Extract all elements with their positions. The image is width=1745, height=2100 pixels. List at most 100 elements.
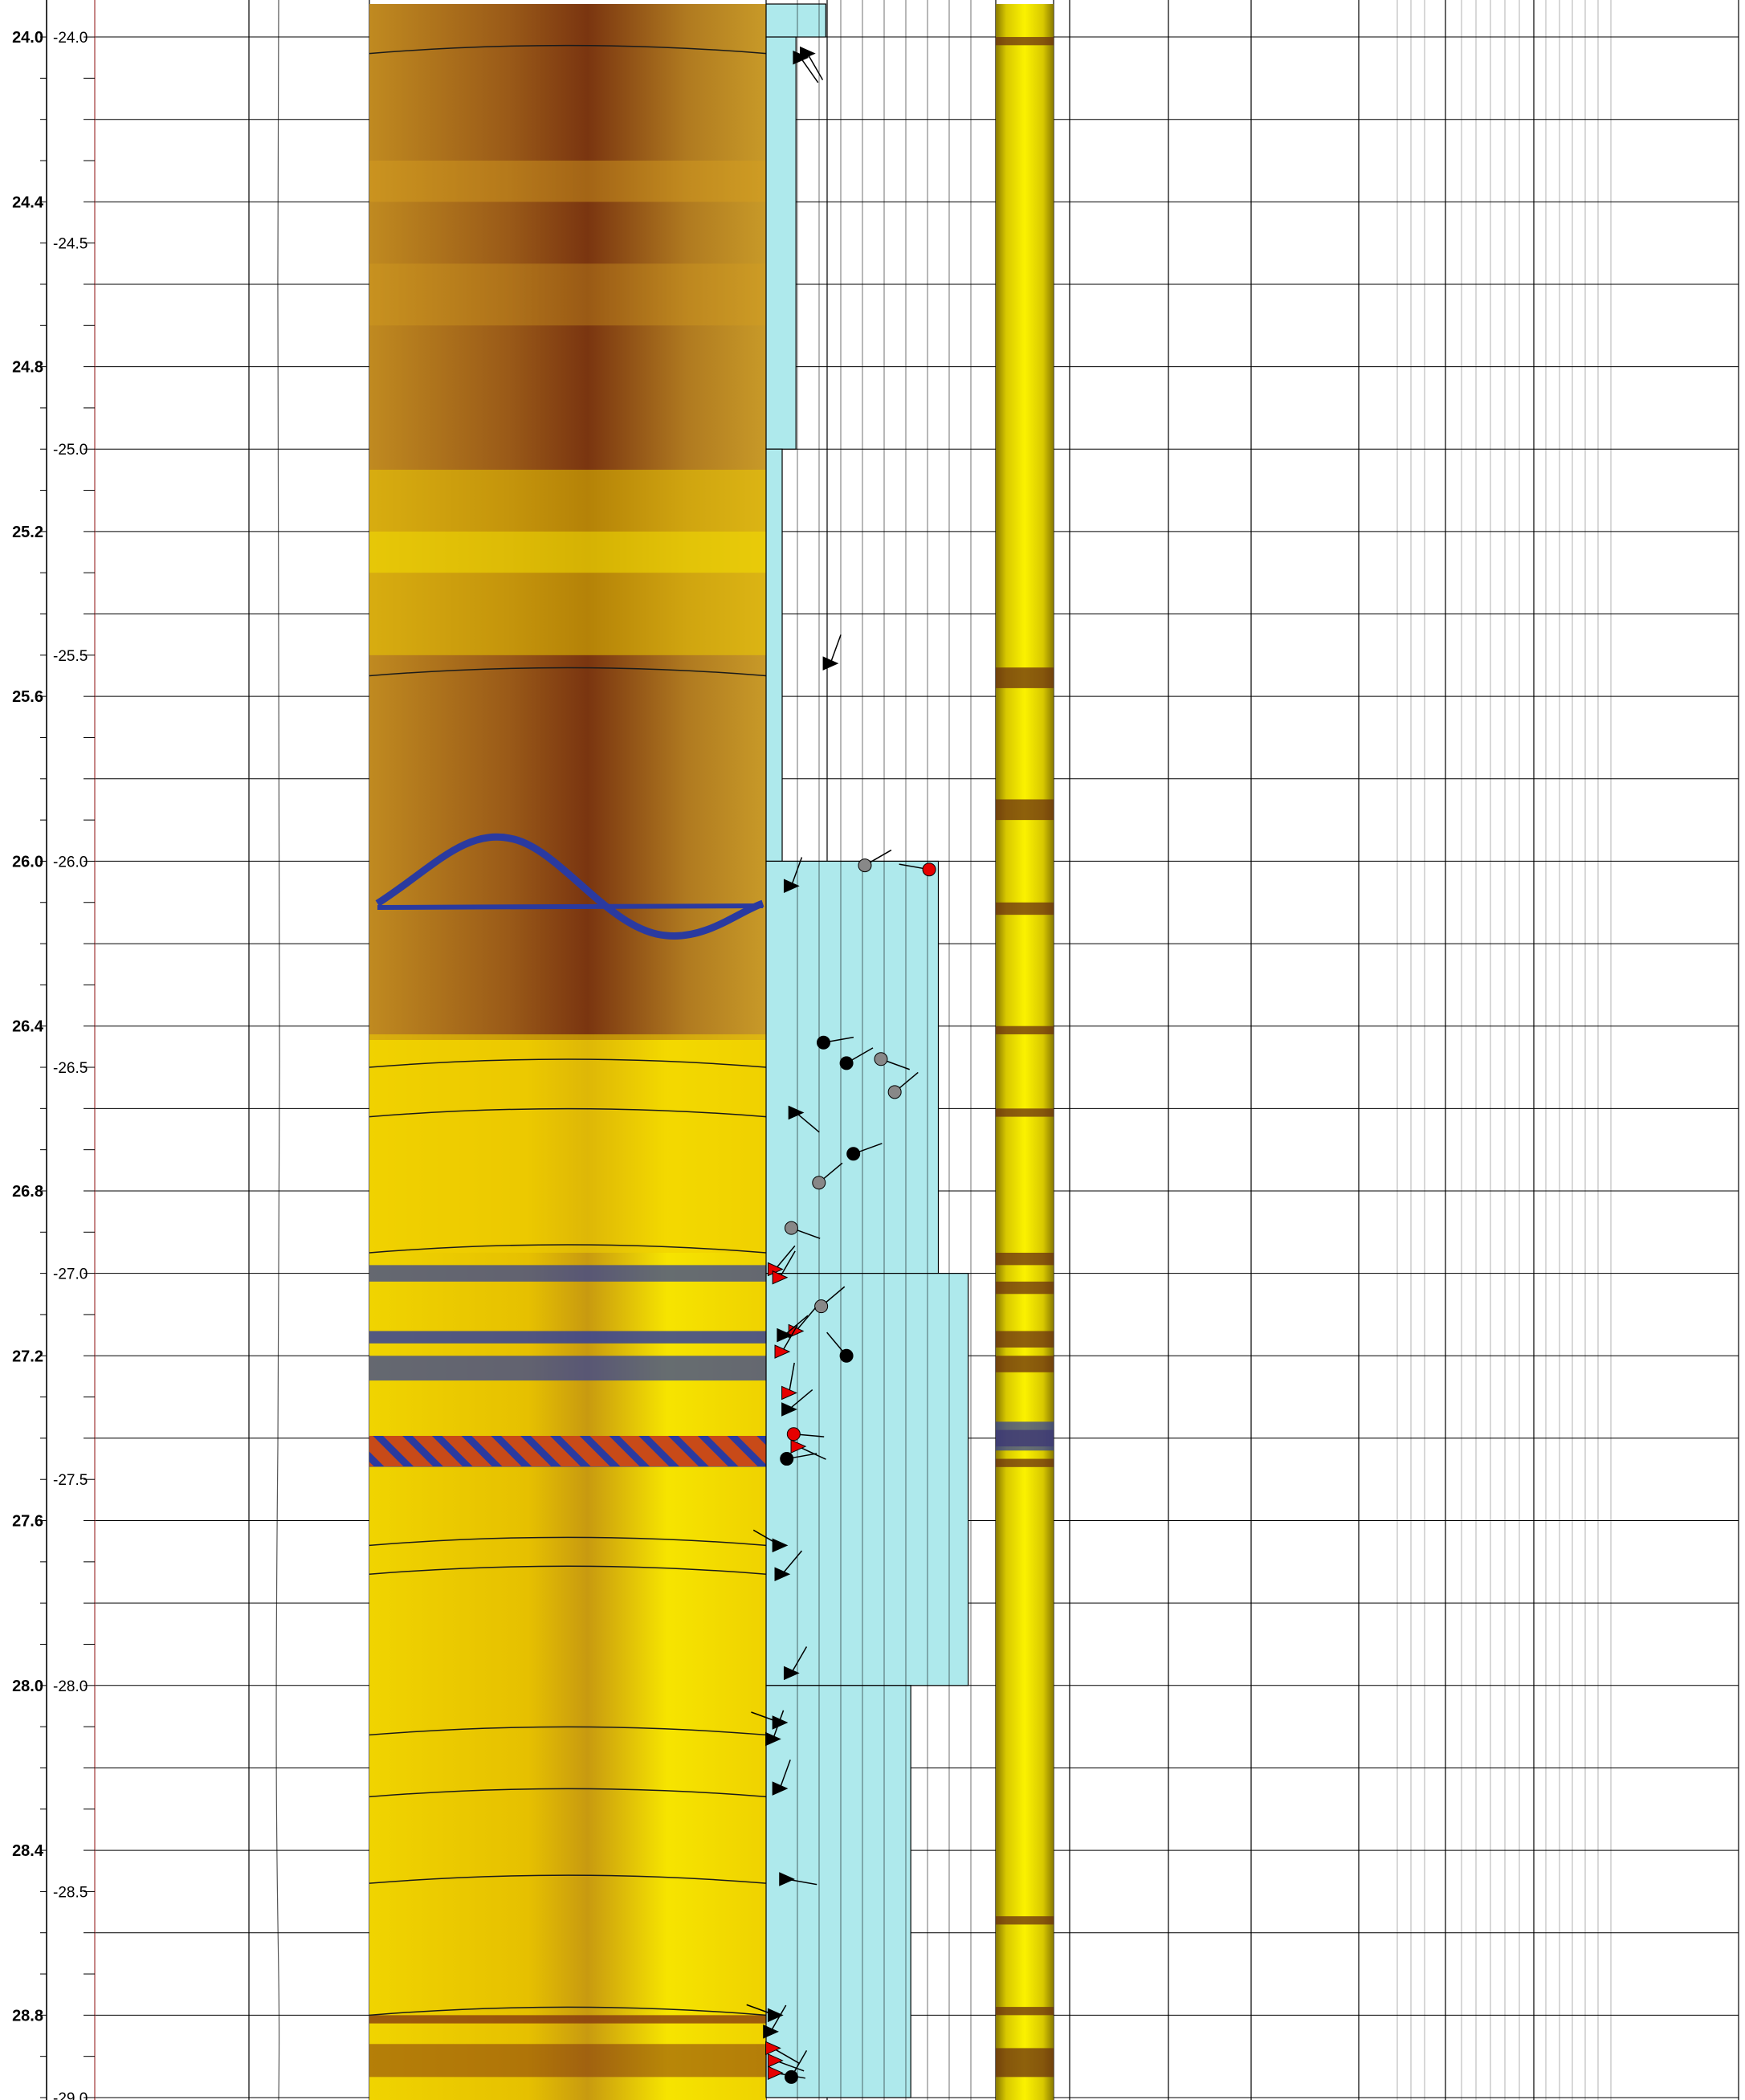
hatched-interval xyxy=(369,1436,766,1466)
dip-tail xyxy=(795,1111,820,1133)
depth-label-right: -24.0 xyxy=(53,30,88,47)
core-feature-band xyxy=(996,37,1054,46)
dip-tail xyxy=(790,857,803,887)
image-band xyxy=(369,1034,766,1253)
histogram-bar xyxy=(765,36,797,450)
depth-label-left: 26.8 xyxy=(12,1183,43,1201)
dip-circle-marker xyxy=(784,2069,798,2084)
depth-label-left: 24.8 xyxy=(12,359,43,377)
core-image-track xyxy=(996,4,1054,2100)
dip-tail xyxy=(772,1710,785,1739)
dip-triangle-marker xyxy=(763,2025,779,2039)
core-cylinder xyxy=(996,4,1054,2100)
fracture-trace xyxy=(377,903,764,910)
dip-tail xyxy=(790,1646,808,1674)
bedding-trace xyxy=(369,44,767,55)
dip-tail xyxy=(779,1760,791,1789)
image-band xyxy=(369,1265,766,1282)
core-feature-band xyxy=(996,799,1054,821)
histogram-bar xyxy=(765,3,826,38)
depth-label-left: 24.4 xyxy=(12,194,44,211)
core-feature-band xyxy=(996,902,1054,915)
dip-tail xyxy=(789,1388,813,1410)
core-feature-band xyxy=(996,1252,1054,1266)
bedding-trace xyxy=(369,1874,767,1884)
dip-tail xyxy=(800,57,819,84)
histogram-bar xyxy=(765,448,783,862)
histogram-bar xyxy=(765,1273,969,1686)
bedding-trace xyxy=(369,1788,767,1798)
core-feature-band xyxy=(996,2007,1054,2016)
core-feature-band xyxy=(996,1458,1054,1467)
image-band xyxy=(369,1356,766,1381)
borehole-image-track xyxy=(369,4,767,2100)
dip-tail xyxy=(784,1315,809,1336)
dip-circle-marker xyxy=(814,1299,829,1314)
dip-circle-marker xyxy=(817,1035,830,1050)
dip-triangle-marker xyxy=(772,1781,789,1796)
dip-histogram-track xyxy=(765,0,972,2100)
dip-circle-marker xyxy=(887,1085,902,1099)
core-feature-band xyxy=(996,1356,1054,1372)
dip-triangle-marker xyxy=(772,1270,789,1285)
bedding-trace xyxy=(369,1058,767,1068)
bedding-trace xyxy=(369,1107,767,1118)
dip-triangle-marker xyxy=(774,1344,791,1359)
depth-label-left: 27.6 xyxy=(12,1513,43,1531)
dip-triangle-marker xyxy=(779,1872,795,1886)
dip-tail xyxy=(797,1446,826,1460)
dip-tail xyxy=(770,2004,787,2033)
dip-tail xyxy=(795,1307,817,1331)
bedding-trace xyxy=(369,1565,767,1575)
dip-circle-marker xyxy=(780,1452,794,1466)
dip-triangle-marker xyxy=(781,1385,797,1401)
depth-label-right: -28.5 xyxy=(53,1884,88,1901)
dip-triangle-marker xyxy=(765,2041,781,2056)
dip-circle-marker xyxy=(846,1147,861,1161)
histogram-bar xyxy=(765,1685,911,2098)
dip-triangle-marker xyxy=(777,1327,793,1343)
core-feature-band xyxy=(996,1026,1054,1034)
depth-label-left: 28.0 xyxy=(12,1678,43,1695)
bedding-trace xyxy=(369,667,767,677)
dip-circle-marker xyxy=(786,1427,801,1441)
dip-triangle-marker xyxy=(822,656,839,671)
dip-tail xyxy=(779,1250,796,1278)
dip-circle-marker xyxy=(784,1221,798,1235)
depth-label-left: 27.2 xyxy=(12,1348,43,1365)
dip-circle-marker xyxy=(839,1348,854,1363)
dip-triangle-marker xyxy=(790,1439,807,1454)
image-band xyxy=(369,161,766,202)
depth-label-left: 28.8 xyxy=(12,2007,43,2025)
dip-triangle-marker xyxy=(767,2008,784,2023)
dip-tail xyxy=(806,53,824,80)
depth-label-right: -25.5 xyxy=(53,648,88,665)
dip-tail xyxy=(830,634,842,664)
depth-label-right: -29.0 xyxy=(53,2090,88,2100)
dip-circle-marker xyxy=(858,858,872,873)
image-band xyxy=(369,1331,766,1344)
log-curve xyxy=(275,0,280,2100)
depth-label-right: -28.0 xyxy=(53,1678,88,1695)
dip-triangle-marker xyxy=(772,1538,789,1553)
bedding-trace xyxy=(369,1726,767,1736)
core-feature-band xyxy=(996,1281,1054,1295)
core-feature-band xyxy=(996,1916,1054,1925)
dip-tadpoles xyxy=(746,46,936,2084)
dip-triangle-marker xyxy=(783,1666,800,1681)
image-band xyxy=(369,263,766,326)
dip-triangle-marker xyxy=(788,1105,805,1120)
dip-triangle-marker xyxy=(774,1567,791,1582)
image-band xyxy=(369,2044,766,2078)
dip-circle-marker xyxy=(874,1052,888,1066)
track-grid xyxy=(46,0,1739,2100)
dip-triangle-marker xyxy=(765,1731,781,1747)
depth-label-left: 25.6 xyxy=(12,688,43,706)
depth-label-left: 25.2 xyxy=(12,524,43,541)
depth-label-right: -24.5 xyxy=(53,236,88,253)
core-feature-band xyxy=(996,1421,1054,1451)
depth-label-right: -27.0 xyxy=(53,1266,88,1283)
depth-label-left: 26.0 xyxy=(12,853,43,871)
depth-label-right: -27.5 xyxy=(53,1472,88,1489)
bedding-trace xyxy=(369,2006,767,2016)
